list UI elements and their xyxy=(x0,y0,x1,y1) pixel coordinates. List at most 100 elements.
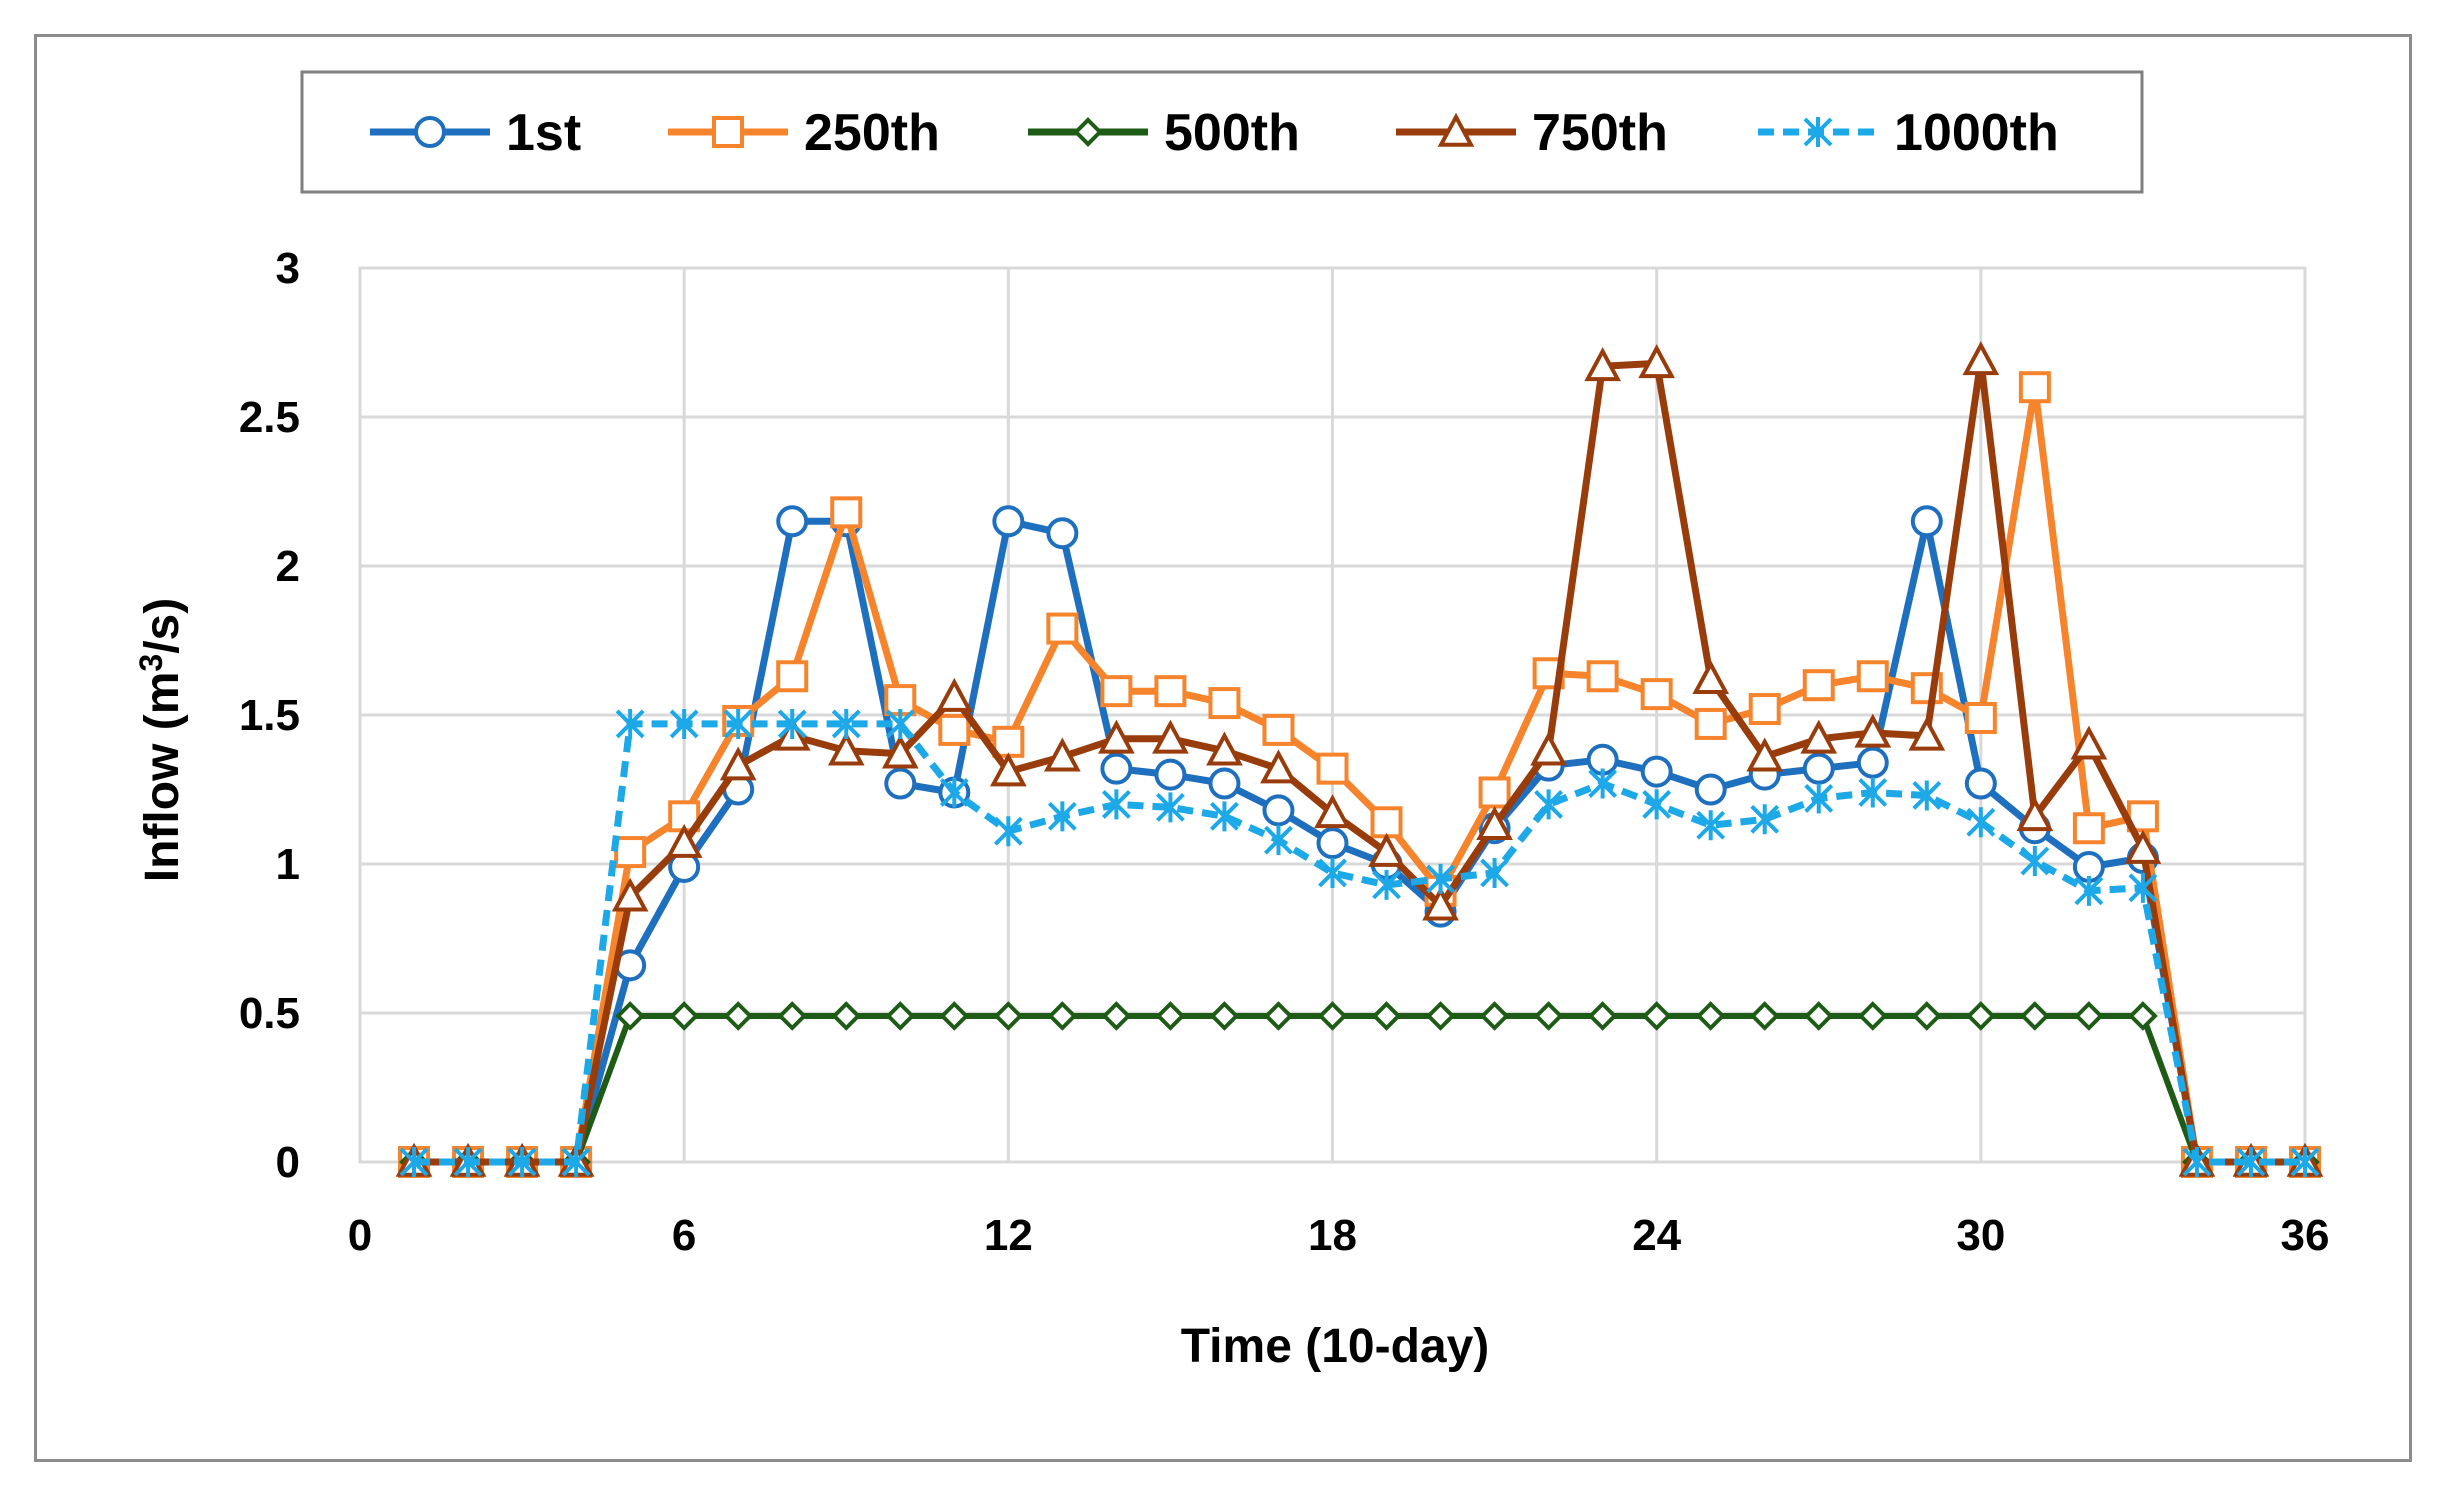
data-point-750th xyxy=(1530,731,1567,766)
data-point-1000th xyxy=(939,777,969,808)
data-point-750th xyxy=(1800,719,1838,754)
data-point-1st xyxy=(1694,773,1727,806)
data-point-500th xyxy=(723,1001,754,1031)
data-point-500th xyxy=(1263,1001,1294,1031)
data-point-1000th xyxy=(1750,804,1780,835)
data-point-250th xyxy=(1478,776,1511,809)
data-point-1000th xyxy=(1156,792,1185,823)
data-point-750th xyxy=(989,752,1027,787)
series-group xyxy=(395,341,2324,1178)
data-point-1st xyxy=(1208,767,1241,800)
data-point-250th xyxy=(2072,812,2105,845)
data-point-1000th xyxy=(2290,1147,2320,1177)
data-point-1000th xyxy=(453,1147,483,1177)
data-point-1000th xyxy=(831,708,861,739)
y-axis-title: Inflow (m3/s) xyxy=(133,598,189,882)
data-point-1000th xyxy=(507,1147,537,1177)
data-point-500th xyxy=(1695,1001,1726,1031)
data-point-1st xyxy=(1910,505,1943,538)
data-point-500th xyxy=(1533,1001,1564,1031)
data-point-1st xyxy=(1316,827,1349,860)
data-point-500th xyxy=(885,1001,916,1031)
data-point-250th xyxy=(1262,713,1295,746)
data-point-1000th xyxy=(615,708,645,739)
data-point-750th xyxy=(1854,713,1892,748)
data-point-500th xyxy=(993,1001,1024,1031)
legend-label: 1000th xyxy=(1894,104,2059,162)
x-tick-label: 18 xyxy=(1308,1211,1357,1260)
data-point-1000th xyxy=(1101,789,1131,820)
data-point-750th xyxy=(1368,832,1405,867)
legend: 1st 250th 500th 750th 1000th xyxy=(300,70,2144,194)
y-axis-title-main: Inflow (m xyxy=(136,672,189,883)
data-point-1000th xyxy=(1264,825,1293,856)
y-tick-label: 1 xyxy=(276,840,300,889)
data-point-500th xyxy=(1911,1001,1942,1031)
data-point-500th xyxy=(669,1001,699,1031)
data-point-1000th xyxy=(399,1147,429,1177)
data-point-500th xyxy=(831,1001,862,1031)
data-point-250th xyxy=(1640,678,1673,711)
data-point-500th xyxy=(2074,1001,2104,1031)
data-point-750th xyxy=(1746,737,1784,772)
data-point-500th xyxy=(1749,1001,1780,1031)
data-point-1000th xyxy=(1858,777,1888,808)
x-tick-label: 6 xyxy=(672,1211,696,1260)
data-point-1st xyxy=(1100,752,1133,785)
data-point-750th xyxy=(2016,797,2054,832)
data-point-1st xyxy=(1046,517,1079,550)
x-tick-label: 12 xyxy=(984,1211,1033,1260)
data-point-1000th xyxy=(561,1147,591,1177)
data-point-1000th xyxy=(1912,780,1942,811)
x-axis-title: Time (10-day) xyxy=(1181,1320,1490,1373)
data-point-250th xyxy=(938,713,971,746)
data-point-500th xyxy=(1641,1001,1672,1031)
data-point-750th xyxy=(611,877,649,912)
data-point-250th xyxy=(1100,675,1133,708)
data-point-500th xyxy=(1479,1001,1510,1031)
data-point-750th xyxy=(1962,341,2000,376)
data-point-500th xyxy=(1857,1001,1888,1031)
data-point-750th xyxy=(1260,749,1297,784)
data-point-250th xyxy=(1208,687,1241,720)
data-point-1000th xyxy=(777,708,807,739)
data-point-500th xyxy=(1425,1001,1456,1031)
y-tick-label: 1.5 xyxy=(239,691,300,740)
data-point-1000th xyxy=(1047,801,1077,832)
data-point-750th xyxy=(1422,886,1459,921)
legend-item-500th: 500th xyxy=(1028,104,1300,162)
data-point-250th xyxy=(1316,752,1349,785)
data-point-1st xyxy=(776,505,809,538)
data-point-250th xyxy=(1964,701,1997,734)
y-axis-ticks: 0 0.5 1 1.5 2 2.5 3 xyxy=(239,244,300,1187)
legend-label: 250th xyxy=(804,104,940,162)
data-point-250th xyxy=(992,725,1025,758)
legend-marker-750th xyxy=(1437,112,1475,147)
data-point-1000th xyxy=(2182,1147,2212,1177)
x-tick-label: 0 xyxy=(348,1211,372,1260)
legend-label: 750th xyxy=(1532,104,1668,162)
data-point-1000th xyxy=(1372,869,1401,900)
legend-item-250th: 250th xyxy=(668,104,940,162)
data-point-1000th xyxy=(1804,783,1834,814)
data-point-1000th xyxy=(1318,857,1347,888)
data-point-250th xyxy=(1586,660,1619,693)
x-tick-label: 30 xyxy=(1956,1211,2005,1260)
data-point-500th xyxy=(1803,1001,1834,1031)
y-tick-label: 0.5 xyxy=(239,989,300,1038)
data-point-1000th xyxy=(885,708,915,739)
y-tick-label: 0 xyxy=(276,1138,300,1187)
data-point-750th xyxy=(1638,344,1676,379)
data-point-500th xyxy=(2128,1001,2158,1031)
data-point-1000th xyxy=(1480,857,1509,888)
data-point-1st xyxy=(1964,767,1997,800)
data-point-500th xyxy=(939,1001,970,1031)
legend-item-1st: 1st xyxy=(370,104,581,162)
data-point-500th xyxy=(615,1001,645,1031)
legend-marker-500th xyxy=(1073,117,1103,147)
data-point-750th xyxy=(1206,731,1243,766)
data-point-750th xyxy=(1476,806,1513,841)
data-point-1000th xyxy=(1534,789,1564,820)
data-point-750th xyxy=(2124,829,2162,864)
